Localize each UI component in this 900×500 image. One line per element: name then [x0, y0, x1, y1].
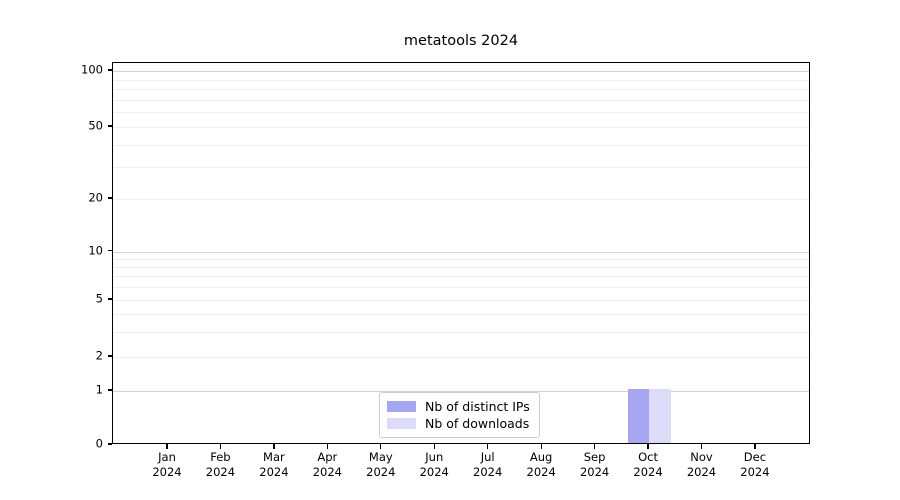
x-tick-label: Dec 2024: [740, 450, 770, 479]
y-tick-label: 50: [88, 118, 103, 133]
minor-gridline: [113, 99, 809, 101]
x-tick-mark: [326, 444, 328, 449]
minor-gridline: [113, 276, 809, 278]
x-tick-mark: [754, 444, 756, 449]
x-tick-label: May 2024: [366, 450, 396, 479]
major-gridline: [113, 251, 809, 253]
x-tick-label: Nov 2024: [686, 450, 717, 479]
minor-gridline: [113, 199, 809, 200]
x-axis-tick-labels: Jan 2024 Feb 2024 Mar 2024 Apr 2024 May 2024 Jun 20…: [112, 450, 810, 490]
minor-gridline: [113, 89, 809, 91]
major-gridline: [113, 71, 809, 72]
x-tick-label: Feb 2024: [205, 450, 236, 479]
x-tick-label: Jun 2024: [419, 450, 449, 479]
bar-nb-of-distinct-ips: [627, 389, 650, 443]
y-tick-label: 2: [95, 348, 103, 363]
x-tick-label: Jul 2024: [473, 450, 503, 479]
major-gridline: [113, 391, 809, 392]
x-tick-mark: [700, 444, 703, 449]
x-tick-mark: [433, 444, 435, 449]
x-tick-mark: [219, 444, 222, 449]
minor-gridline: [113, 127, 809, 128]
x-tick-label: Jan 2024: [152, 450, 182, 479]
minor-gridline: [113, 167, 809, 169]
x-tick-mark: [380, 444, 382, 449]
x-tick-mark: [273, 444, 275, 449]
plot-area: [112, 62, 810, 444]
legend-label-downloads: Nb of downloads: [425, 416, 530, 431]
legend-item-distinct-ips: Nb of distinct IPs: [387, 398, 530, 415]
minor-gridline: [113, 313, 809, 315]
y-tick-label: 10: [88, 242, 103, 257]
minor-gridline: [113, 287, 809, 289]
y-tick-label: 100: [81, 62, 103, 77]
y-tick-label: 5: [95, 291, 103, 306]
legend: Nb of distinct IPs Nb of downloads: [379, 392, 540, 438]
legend-label-distinct-ips: Nb of distinct IPs: [425, 399, 530, 414]
legend-swatch-downloads: [387, 418, 416, 429]
x-tick-label: Mar 2024: [259, 450, 289, 479]
minor-gridline: [113, 267, 809, 269]
legend-swatch-distinct-ips: [387, 401, 416, 412]
y-tick-label: 20: [88, 190, 103, 205]
x-tick-label: Apr 2024: [312, 450, 342, 479]
y-tick-label: 0: [95, 436, 103, 451]
chart-title: metatools 2024: [403, 33, 519, 49]
y-tick-label: 1: [95, 382, 103, 397]
minor-gridline: [113, 300, 809, 301]
minor-gridline: [113, 258, 809, 260]
legend-item-downloads: Nb of downloads: [387, 415, 530, 432]
minor-gridline: [113, 79, 809, 81]
x-tick-mark: [593, 444, 596, 449]
x-tick-mark: [647, 444, 649, 449]
x-tick-label: Sep 2024: [579, 450, 610, 479]
x-tick-mark: [166, 444, 168, 449]
x-tick-mark: [540, 444, 542, 449]
x-tick-label: Aug 2024: [526, 450, 556, 479]
minor-gridline: [113, 357, 809, 358]
minor-gridline: [113, 144, 809, 146]
minor-gridline: [113, 112, 809, 114]
bar-nb-of-downloads: [649, 389, 671, 443]
x-tick-label: Oct 2024: [633, 450, 663, 479]
y-axis-tick-labels: 0 1 2 5 10 20 50 100: [0, 62, 103, 449]
minor-gridline: [113, 331, 809, 333]
x-tick-mark: [487, 444, 489, 449]
